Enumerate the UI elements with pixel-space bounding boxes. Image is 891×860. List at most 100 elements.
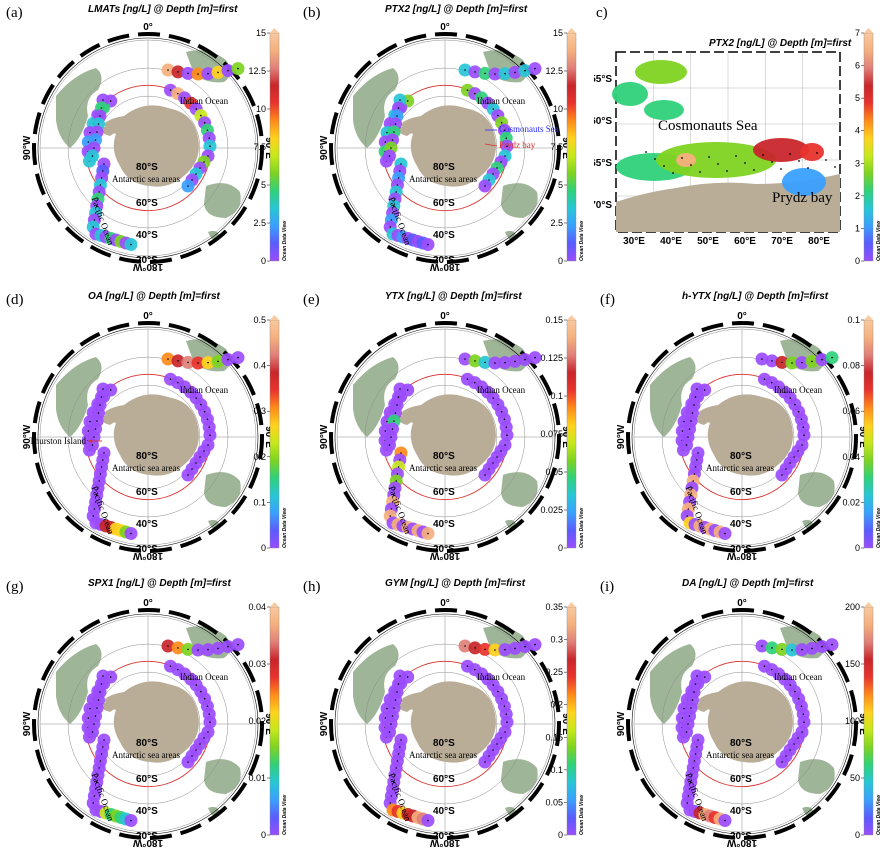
station-dot — [386, 131, 388, 134]
station-dot — [200, 114, 202, 117]
station-dot — [390, 219, 393, 221]
colorbar-arrow — [270, 602, 279, 607]
station-dot — [821, 645, 823, 648]
station-dot — [187, 361, 189, 364]
station-dot — [187, 761, 189, 763]
station-dot — [100, 466, 103, 468]
colorbar-tick: 0.35 — [545, 602, 563, 612]
colorbar-tick: 6 — [855, 61, 860, 71]
label-90w: 90°W — [616, 711, 627, 736]
colorbar-tick: 0.04 — [842, 452, 860, 462]
station-dot — [505, 426, 508, 428]
station-dot — [96, 781, 98, 783]
station-dot — [496, 456, 498, 458]
station-dot — [189, 678, 192, 680]
colorbar-arrow — [567, 315, 576, 320]
concentration-blob — [753, 138, 809, 162]
station-dot — [645, 151, 647, 153]
station-dot — [97, 774, 99, 776]
station-dot — [187, 72, 189, 75]
label-60s: 60°S — [136, 198, 158, 209]
label-antarctic-sea-areas: Antarctic sea areas — [112, 750, 180, 760]
odv-label: Ocean Data View — [282, 794, 288, 835]
station-dot — [87, 430, 90, 432]
y-tick: 60°S — [594, 116, 612, 127]
colorbar-tick: 0.2 — [550, 700, 563, 710]
station-dot — [690, 420, 692, 422]
station-dot — [771, 161, 773, 163]
station-dot — [189, 391, 192, 393]
label-20s: 20°S — [433, 831, 455, 842]
station-dot — [504, 361, 506, 364]
cruise-track — [378, 638, 542, 827]
label-40s: 40°S — [136, 806, 158, 817]
station-dot — [207, 731, 209, 733]
panel-f: (f) h-YTX [ng/L] @ Depth [m]=first 0° 180°W… — [594, 287, 891, 573]
station-dot — [800, 418, 803, 421]
station-dot — [92, 515, 94, 517]
x-tick: 40°E — [660, 236, 682, 247]
label-0deg: 0° — [143, 22, 153, 33]
colorbar-tick: 10 — [256, 104, 266, 114]
panel-title: YTX [ng/L] @ Depth [m]=first — [385, 291, 522, 302]
station-dot — [492, 684, 495, 686]
station-dot — [177, 360, 179, 362]
station-dot — [97, 412, 100, 414]
station-dot — [130, 243, 132, 246]
station-dot — [209, 145, 211, 147]
colorbar-tick: 0.06 — [842, 406, 860, 416]
station-dot — [687, 723, 689, 725]
map-frame — [329, 321, 561, 553]
station-dot — [395, 480, 397, 482]
station-dot — [534, 67, 536, 70]
station-dot — [93, 147, 95, 149]
x-tick: 30°E — [623, 236, 645, 247]
station-dot — [177, 71, 179, 73]
odv-label: Ocean Data View — [579, 794, 585, 835]
station-dot — [96, 205, 98, 207]
station-dot — [492, 462, 494, 464]
station-dot — [109, 100, 112, 102]
station-dot — [396, 760, 399, 762]
cruise-track — [378, 351, 542, 540]
station-dot — [683, 420, 685, 423]
colorbar — [566, 32, 577, 262]
station-dot — [397, 753, 400, 755]
station-dot — [388, 731, 391, 733]
station-dot — [391, 715, 394, 717]
station-dot — [177, 647, 179, 649]
colorbar-tick: 0.02 — [842, 497, 860, 507]
panel-e: (e) YTX [ng/L] @ Depth [m]=first 0° 180°W 90… — [297, 287, 594, 573]
station-dot — [391, 501, 394, 503]
odv-label: Ocean Data View — [579, 507, 585, 548]
station-dot — [393, 420, 395, 422]
station-dot — [797, 697, 800, 700]
label-60s: 60°S — [433, 198, 455, 209]
label-indian-ocean: Indian Ocean — [180, 385, 229, 395]
station-dot — [681, 430, 684, 432]
station-dot — [770, 668, 773, 671]
label-180w: 180°W — [132, 837, 163, 848]
station-dot — [203, 737, 205, 739]
station-dot — [395, 191, 397, 193]
station-dot — [396, 115, 398, 117]
station-dot — [484, 648, 486, 651]
station-dot — [500, 121, 503, 124]
station-dot — [227, 69, 229, 72]
colorbar-arrow — [864, 602, 873, 607]
panel-label: (g) — [6, 579, 24, 595]
station-dot — [683, 707, 685, 710]
station-dot — [753, 169, 755, 171]
station-dot — [130, 532, 132, 535]
label-60s: 60°S — [136, 774, 158, 785]
station-dot — [488, 755, 490, 757]
map-frame — [626, 608, 858, 840]
station-dot — [466, 665, 469, 668]
station-dot — [195, 462, 197, 464]
map-frame — [329, 608, 561, 840]
label-40s: 40°S — [433, 519, 455, 530]
station-dot — [735, 155, 737, 157]
label-80s: 80°S — [136, 451, 158, 462]
colorbar-tick: 7.5 — [253, 142, 266, 152]
station-dot — [791, 649, 793, 651]
